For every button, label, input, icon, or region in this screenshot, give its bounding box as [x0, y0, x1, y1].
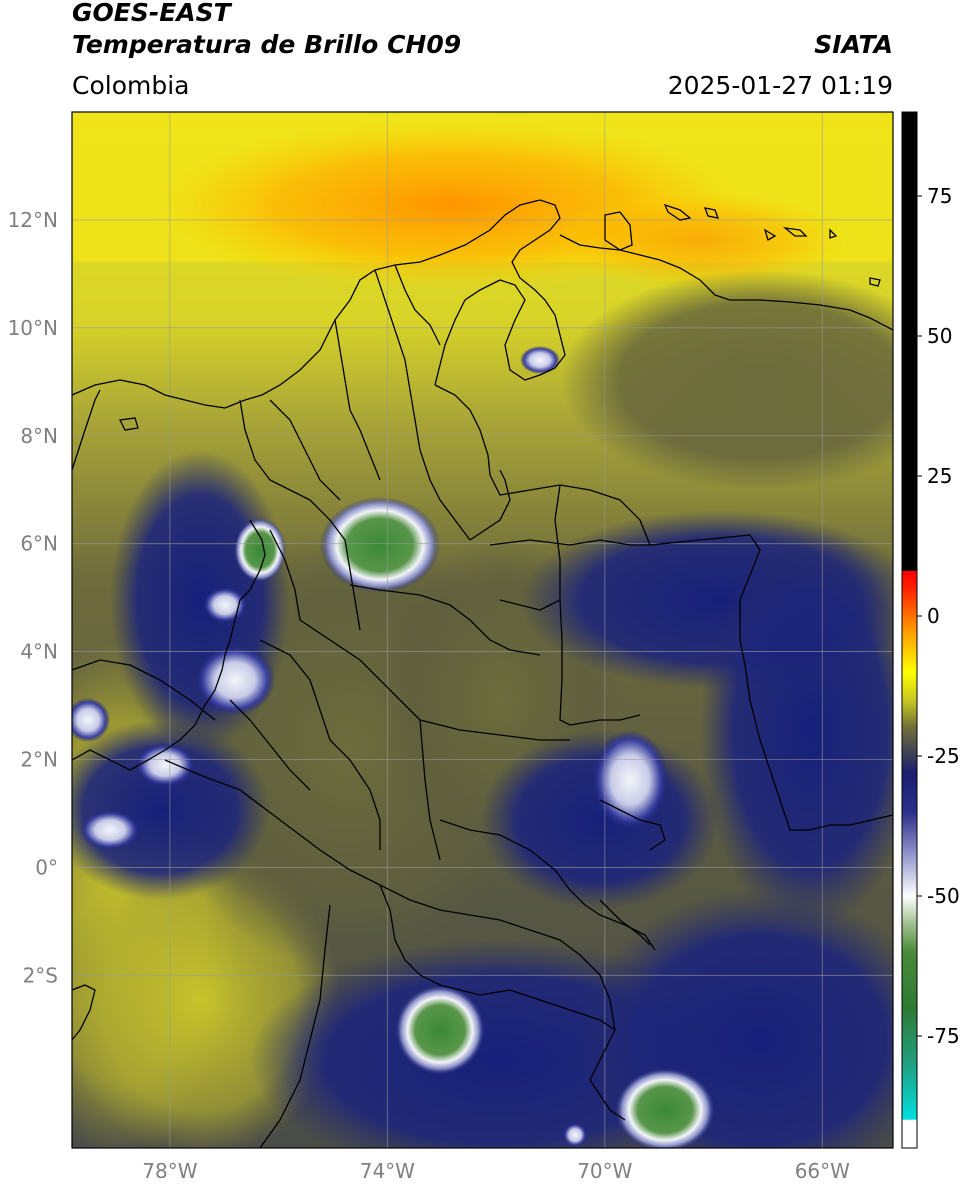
colorbar-gradient — [902, 112, 917, 1148]
lat-tick-label: 2°S — [23, 963, 58, 987]
colorbar-tick-label: -25 — [927, 744, 960, 768]
lat-tick-label: 12°N — [8, 208, 58, 232]
product-title: Temperatura de Brillo CH09 — [72, 30, 462, 59]
lon-tick-label: 66°W — [795, 1159, 850, 1183]
lon-tick-label: 78°W — [142, 1159, 197, 1183]
lat-tick-label: 8°N — [20, 424, 58, 448]
colorbar-tick-label: 0 — [927, 604, 940, 628]
lat-tick-label: 2°N — [20, 748, 58, 772]
colorbar-tick-label: -50 — [927, 884, 960, 908]
timestamp-label: 2025-01-27 01:19 — [667, 71, 893, 100]
colorbar-tick-label: 50 — [927, 324, 952, 348]
latitude-tick-labels: 12°N 10°N 8°N 6°N 4°N 2°N 0° 2°S — [8, 208, 58, 987]
coastline-and-borders — [72, 199, 893, 1148]
brightness-temperature-field — [72, 112, 893, 1148]
map-frame — [71, 111, 894, 1149]
lat-tick-label: 10°N — [8, 316, 58, 340]
longitude-tick-labels: 78°W 74°W 70°W 66°W — [142, 1159, 850, 1183]
colorbar: 75 50 25 0 -25 -50 -75 — [901, 111, 960, 1149]
colorbar-tick-label: -75 — [927, 1024, 960, 1048]
colorbar-frame — [901, 111, 918, 1149]
colorbar-tick-labels: 75 50 25 0 -25 -50 -75 — [917, 184, 960, 1048]
lat-tick-label: 4°N — [20, 640, 58, 664]
lat-tick-label: 6°N — [20, 532, 58, 556]
satellite-title: GOES-EAST — [72, 0, 231, 27]
lon-tick-label: 74°W — [360, 1159, 415, 1183]
region-label: Colombia — [72, 71, 190, 100]
colorbar-fill — [902, 112, 917, 1148]
lon-tick-label: 70°W — [577, 1159, 632, 1183]
colorbar-tick-label: 75 — [927, 184, 952, 208]
brand-label: SIATA — [814, 30, 893, 59]
colorbar-tick-label: 25 — [927, 464, 952, 488]
lat-tick-label: 0° — [35, 855, 58, 879]
